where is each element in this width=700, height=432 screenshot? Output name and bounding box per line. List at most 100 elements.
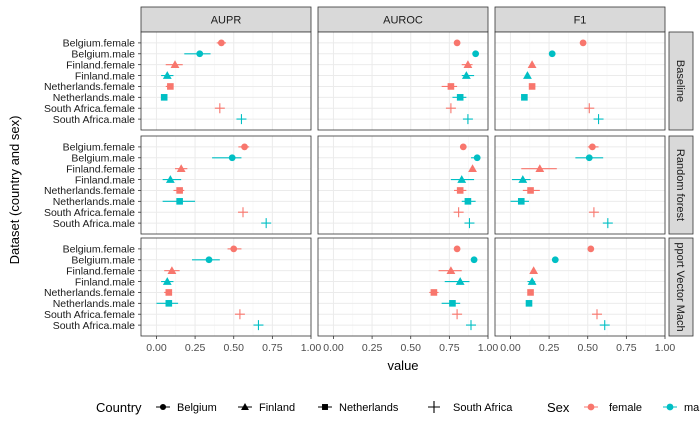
- point-support-vector-machine-aupr-finland-male: [162, 277, 172, 285]
- legend-key-belgium: [159, 403, 167, 411]
- point-random-forest-f1-netherlands-female: [527, 187, 534, 194]
- point-support-vector-machine-f1-netherlands-male: [525, 300, 533, 307]
- point-random-forest-auroc-south-africa-female: [453, 207, 464, 218]
- x-tick-label-auroc-1: 0.25: [362, 342, 383, 354]
- panel-bg-support-vector-machine-aupr: [141, 238, 311, 336]
- facet-strip-label-support-vector-machine: pport Vector Mach: [674, 242, 686, 331]
- facet-strip-random-forest: [668, 135, 694, 235]
- point-random-forest-auroc-netherlands-female: [456, 187, 464, 194]
- panel-border-random-forest-f1: [494, 135, 666, 235]
- point-support-vector-machine-auroc-south-africa-female: [452, 309, 463, 320]
- facet-strip-auroc: [317, 6, 489, 33]
- x-tick-label-aupr-3: 0.75: [262, 342, 283, 354]
- y-tick-label-baseline-finland-male: Finland.male: [75, 70, 135, 82]
- point-baseline-f1-belgium-female: [579, 39, 587, 47]
- y-tick-label-baseline-finland-female: Finland.female: [66, 59, 135, 71]
- y-tick-label-random-forest-netherlands-female: Netherlands.female: [44, 185, 135, 197]
- legend-sex-title: Sex: [547, 400, 570, 415]
- y-tick-label-support-vector-machine-south-africa-male: South Africa.male: [53, 320, 135, 332]
- point-baseline-f1-south-africa-female: [584, 103, 595, 114]
- panel-bg-baseline-f1: [495, 32, 665, 130]
- point-random-forest-aupr-belgium-male: [228, 154, 236, 162]
- point-random-forest-f1-netherlands-male: [517, 198, 525, 205]
- point-support-vector-machine-aupr-belgium-female: [230, 245, 238, 253]
- x-tick-label-f1-1: 0.25: [539, 342, 560, 354]
- legend-key-female: [587, 403, 595, 411]
- legend-country-title: Country: [96, 400, 142, 415]
- y-tick-label-random-forest-finland-female: Finland.female: [66, 163, 135, 175]
- point-support-vector-machine-f1-netherlands-female: [527, 289, 534, 296]
- point-support-vector-machine-auroc-finland-male: [455, 277, 465, 285]
- point-baseline-aupr-netherlands-female: [167, 83, 174, 90]
- point-random-forest-auroc-finland-male: [457, 175, 467, 183]
- row-strip-text-group-random-forest: Random forest: [674, 149, 686, 221]
- point-random-forest-aupr-belgium-female: [241, 143, 248, 151]
- point-baseline-aupr-south-africa-female: [214, 103, 225, 114]
- facet-strip-f1: [494, 6, 666, 33]
- x-tick-label-f1-2: 0.50: [578, 342, 599, 354]
- point-random-forest-auroc-belgium-male: [473, 154, 481, 162]
- point-baseline-auroc-south-africa-male: [462, 114, 473, 125]
- facet-strip-label-random-forest: Random forest: [674, 149, 686, 221]
- point-baseline-aupr-belgium-female: [217, 39, 225, 47]
- y-axis-title: Dataset (country and sex): [7, 116, 22, 265]
- y-tick-label-baseline-belgium-male: Belgium.male: [71, 49, 135, 61]
- point-support-vector-machine-aupr-south-africa-male: [253, 320, 264, 331]
- point-random-forest-f1-south-africa-female: [588, 207, 599, 218]
- panel-bg-random-forest-f1: [495, 136, 665, 234]
- panel-border-support-vector-machine-auroc: [317, 237, 489, 337]
- panel-bg-random-forest-auroc: [318, 136, 488, 234]
- x-tick-label-f1-4: 1.00: [655, 342, 676, 354]
- point-random-forest-auroc-netherlands-male: [464, 198, 472, 205]
- point-support-vector-machine-auroc-south-africa-male: [466, 320, 476, 331]
- point-baseline-aupr-belgium-male: [196, 50, 204, 58]
- point-baseline-auroc-finland-male: [461, 71, 471, 79]
- y-tick-label-support-vector-machine-netherlands-female: Netherlands.female: [44, 287, 135, 299]
- point-support-vector-machine-aupr-south-africa-female: [234, 309, 245, 320]
- point-support-vector-machine-aupr-netherlands-female: [165, 289, 173, 296]
- x-tick-label-auroc-2: 0.50: [401, 342, 422, 354]
- point-random-forest-aupr-finland-male: [165, 175, 175, 183]
- point-random-forest-f1-belgium-female: [588, 143, 596, 151]
- legend-key-finland: [241, 403, 249, 410]
- x-tick-label-f1-3: 0.75: [616, 342, 637, 354]
- panel-border-baseline-aupr: [140, 31, 312, 131]
- legend-label-ma: ma: [684, 402, 700, 414]
- point-support-vector-machine-f1-south-africa-male: [599, 320, 610, 331]
- facet-strip-label-f1: F1: [574, 15, 587, 27]
- x-tick-label-auroc-0: 0.00: [323, 342, 344, 354]
- facet-strip-aupr: [140, 6, 312, 33]
- point-random-forest-aupr-south-africa-male: [261, 218, 272, 229]
- y-tick-label-baseline-south-africa-male: South Africa.male: [53, 114, 135, 126]
- point-baseline-auroc-belgium-male: [472, 50, 480, 58]
- x-tick-label-aupr-0: 0.00: [146, 342, 167, 354]
- panel-border-baseline-f1: [494, 31, 666, 131]
- row-strip-text-group-support-vector-machine: pport Vector Mach: [674, 242, 686, 331]
- point-support-vector-machine-auroc-finland-female: [446, 266, 456, 274]
- point-baseline-f1-finland-male: [523, 71, 532, 79]
- point-baseline-f1-south-africa-male: [593, 114, 604, 125]
- x-tick-label-f1-0: 0.00: [500, 342, 521, 354]
- point-support-vector-machine-f1-finland-female: [529, 266, 539, 274]
- legend-key-south-africa: [428, 401, 440, 413]
- legend-label-south-africa: South Africa: [453, 402, 513, 414]
- panel-bg-support-vector-machine-auroc: [318, 238, 488, 336]
- point-support-vector-machine-auroc-netherlands-male: [449, 300, 456, 307]
- point-baseline-aupr-netherlands-male: [160, 94, 168, 101]
- panel-border-support-vector-machine-f1: [494, 237, 666, 337]
- point-random-forest-aupr-netherlands-male: [176, 198, 183, 205]
- facet-strip-support-vector-machine: [668, 237, 694, 337]
- panel-bg-baseline-aupr: [141, 32, 311, 130]
- panel-border-support-vector-machine-aupr: [140, 237, 312, 337]
- point-support-vector-machine-f1-south-africa-female: [592, 309, 602, 320]
- point-support-vector-machine-auroc-belgium-female: [453, 245, 461, 253]
- facet-strip-baseline: [668, 31, 694, 131]
- point-baseline-f1-netherlands-male: [521, 94, 528, 101]
- panel-border-baseline-auroc: [317, 31, 489, 131]
- x-tick-label-aupr-1: 0.25: [185, 342, 206, 354]
- legend-label-finland: Finland: [259, 402, 295, 414]
- legend-key-ma: [666, 403, 674, 411]
- point-baseline-f1-finland-female: [527, 60, 537, 68]
- point-support-vector-machine-auroc-belgium-male: [470, 256, 478, 264]
- point-support-vector-machine-aupr-finland-female: [167, 266, 177, 274]
